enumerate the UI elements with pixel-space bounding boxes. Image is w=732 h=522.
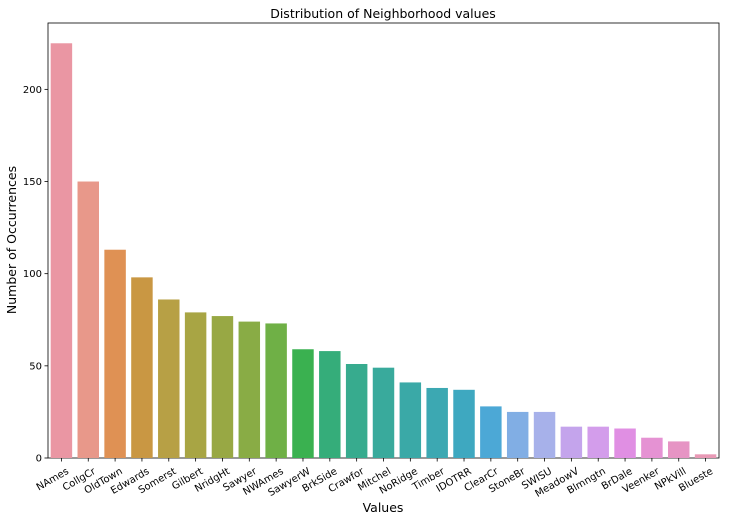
- y-axis-label: Number of Occurrences: [4, 166, 19, 314]
- bar-nridght: [211, 316, 234, 458]
- bar-oldtown: [104, 249, 126, 458]
- bar-blueste: [694, 454, 717, 458]
- bar-gilbert: [184, 312, 207, 458]
- bar-noridge: [399, 382, 422, 458]
- bar-collgcr: [77, 181, 99, 458]
- bar-crawfor: [345, 364, 368, 458]
- bar-stonebr: [506, 411, 529, 458]
- bar-sawyer: [238, 321, 261, 458]
- bar-blmngtn: [587, 426, 609, 458]
- bar-meadowv: [560, 426, 583, 458]
- bar-names: [50, 43, 73, 458]
- y-tick-label: 200: [23, 85, 42, 96]
- bar-clearcr: [480, 406, 502, 458]
- y-axis: 0 50 100 150 200: [23, 85, 48, 465]
- bar-edwards: [131, 277, 153, 458]
- y-tick-label: 100: [23, 269, 42, 280]
- bar-mitchel: [372, 367, 395, 458]
- x-axis: NAmesCollgCrOldTownEdwardsSomerstGilbert…: [35, 458, 715, 500]
- bar-somerst: [158, 299, 180, 458]
- y-tick-label: 150: [23, 177, 42, 188]
- bar-timber: [426, 387, 448, 458]
- y-tick-label: 50: [29, 361, 42, 372]
- bar-idotrr: [453, 389, 475, 458]
- bar-brkside: [319, 351, 341, 458]
- bars-group: [50, 43, 717, 458]
- bar-npkvill: [668, 441, 690, 458]
- bar-veenker: [641, 437, 663, 458]
- chart-title: Distribution of Neighborhood values: [270, 6, 496, 21]
- bar-swisu: [533, 411, 556, 458]
- bar-nwames: [265, 323, 287, 458]
- x-axis-label: Values: [363, 500, 404, 515]
- y-tick-label: 0: [36, 454, 42, 465]
- bar-brdale: [614, 428, 636, 458]
- bar-sawyerw: [292, 349, 314, 458]
